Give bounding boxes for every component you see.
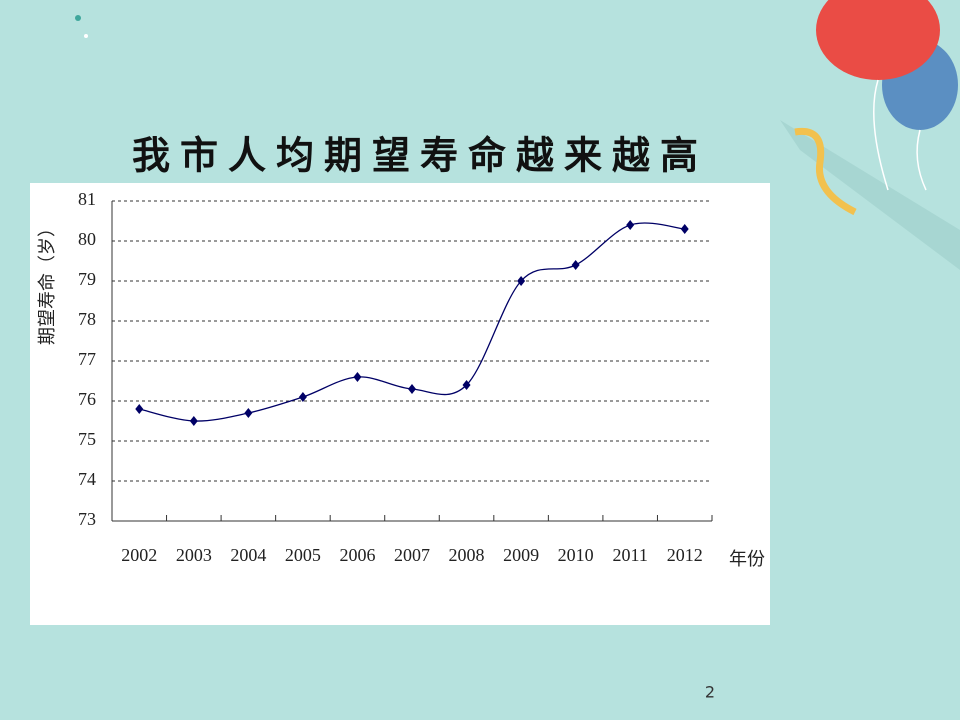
x-tick-label: 2005	[285, 545, 321, 565]
data-point	[135, 404, 144, 414]
x-tick-label: 2012	[667, 545, 703, 565]
x-axis-label: 年份	[729, 549, 765, 570]
data-point	[626, 220, 635, 230]
series-line	[139, 222, 685, 422]
x-tick-label: 2009	[503, 545, 539, 565]
decoration	[75, 0, 960, 270]
y-tick-label: 74	[78, 469, 96, 489]
y-tick-label: 73	[78, 509, 96, 529]
data-point	[517, 276, 526, 286]
plot: 73 74 75 76 77 78 79 80 81 2002 2003 2004 2005 2006 20…	[78, 189, 713, 565]
y-tick-label: 79	[78, 269, 96, 289]
x-tick-label: 2011	[613, 545, 648, 565]
y-axis-label: 期望寿命（岁）	[37, 219, 58, 345]
y-tick-label: 77	[78, 349, 96, 369]
data-point	[571, 260, 580, 270]
page-number: 2	[705, 683, 715, 702]
data-point	[680, 224, 689, 234]
y-tick-label: 81	[78, 189, 96, 209]
x-tick-label: 2004	[230, 545, 266, 565]
data-point	[462, 380, 471, 390]
x-tick-label: 2008	[449, 545, 485, 565]
chart-title: 我市人均期望寿命越来越高	[132, 134, 708, 178]
y-tick-label: 76	[78, 389, 96, 409]
x-tick-label: 2010	[558, 545, 594, 565]
data-point	[298, 392, 307, 402]
data-point	[408, 384, 416, 394]
data-point	[244, 408, 253, 418]
data-point	[189, 416, 198, 426]
y-tick-label: 80	[78, 229, 96, 249]
y-tick-label: 78	[78, 309, 96, 329]
data-point	[353, 372, 362, 382]
x-tick-label: 2002	[121, 545, 157, 565]
chart-area	[30, 183, 770, 625]
x-tick-label: 2003	[176, 545, 212, 565]
x-tick-label: 2006	[339, 545, 375, 565]
y-tick-label: 75	[78, 429, 96, 449]
x-tick-label: 2007	[394, 545, 430, 565]
